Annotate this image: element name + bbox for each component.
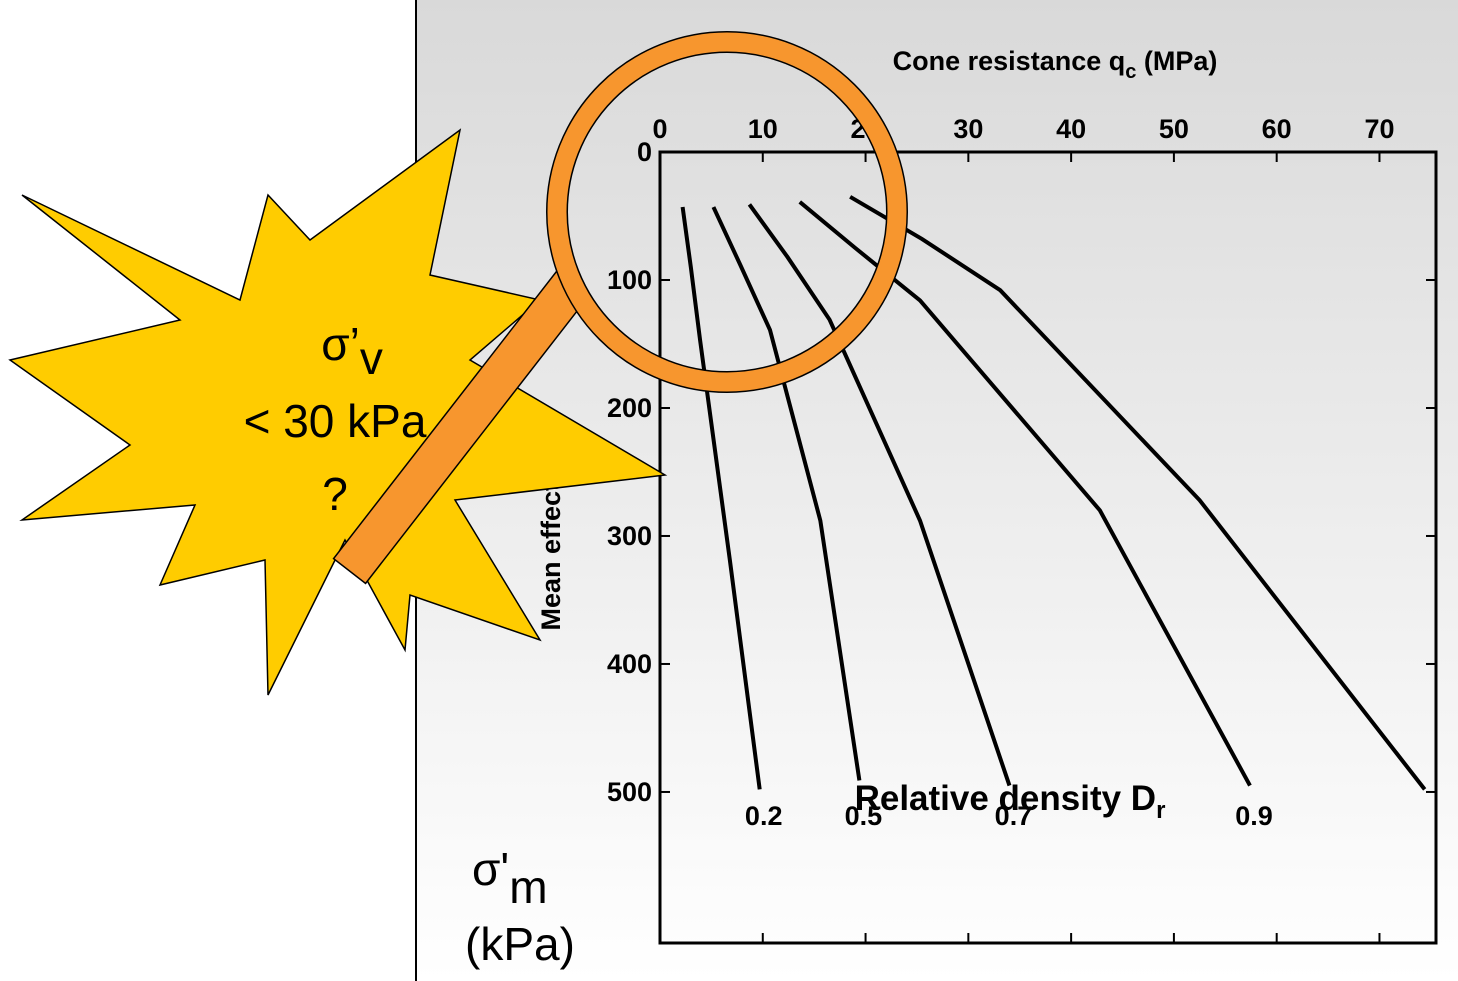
unit-sub: m xyxy=(509,861,547,913)
burst-line2: < 30 kPa xyxy=(244,395,427,447)
unit-label: (kPa) xyxy=(465,918,575,970)
x-tick-label: 40 xyxy=(1056,114,1086,144)
curve-label: 0.2 xyxy=(745,801,783,831)
y-tick-label: 0 xyxy=(637,137,652,167)
y-tick-label: 300 xyxy=(607,521,652,551)
x-tick-label: 60 xyxy=(1262,114,1292,144)
x-tick-label: 70 xyxy=(1364,114,1394,144)
x-tick-label: 0 xyxy=(652,114,667,144)
legend-title-sub: r xyxy=(1156,797,1165,824)
curve-label: 0.9 xyxy=(1235,801,1273,831)
y-tick-label: 400 xyxy=(607,649,652,679)
x-tick-label: 30 xyxy=(953,114,983,144)
page: {"chart_data": {"type": "line", "x_label… xyxy=(0,0,1458,981)
curve-label: 0.5 xyxy=(845,801,883,831)
x-tick-label: 10 xyxy=(748,114,778,144)
x-label-unit: (MPa) xyxy=(1136,46,1217,76)
curve-label: 0.7 xyxy=(995,801,1033,831)
x-label-sub: c xyxy=(1125,61,1136,83)
burst-line3: ? xyxy=(322,468,348,520)
slide: 0102030405060700100200300400500Cone resi… xyxy=(0,0,1458,981)
y-tick-label: 500 xyxy=(607,777,652,807)
burst-sigma: σ’ xyxy=(321,318,360,370)
burst-sub: v xyxy=(360,332,383,384)
y-tick-label: 200 xyxy=(607,393,652,423)
y-tick-label: 100 xyxy=(607,265,652,295)
unit-sigma: σ' xyxy=(472,843,509,895)
x-tick-label: 50 xyxy=(1159,114,1189,144)
x-label-text: Cone resistance q xyxy=(893,46,1126,76)
